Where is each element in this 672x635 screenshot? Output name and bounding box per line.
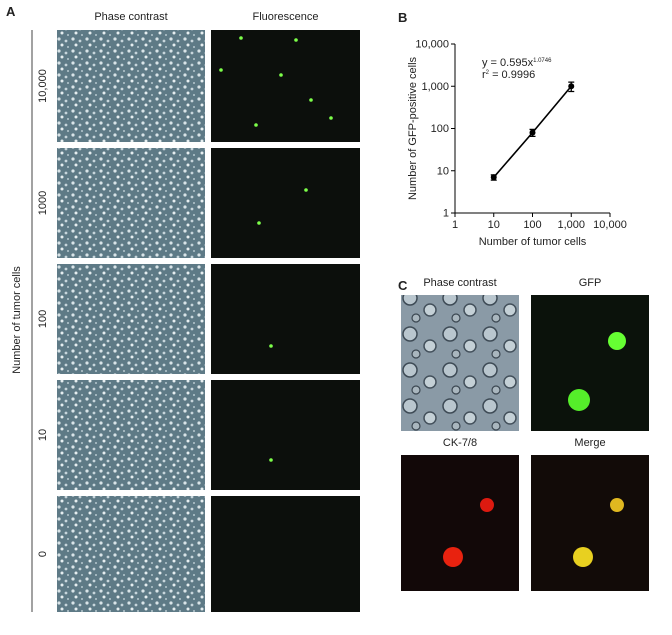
image-title: GFP <box>579 277 602 289</box>
phase-image <box>57 30 205 142</box>
fluorescent-cell <box>269 344 273 348</box>
annotation-part: y = 0.595x <box>482 57 534 69</box>
stained-cell <box>443 547 463 567</box>
x-tick-label: 10 <box>488 219 500 231</box>
fluorescence-image <box>211 496 360 612</box>
phase-image <box>57 264 205 374</box>
stained-cell <box>608 332 626 350</box>
data-point <box>490 174 497 181</box>
micrograph <box>401 455 519 591</box>
data-point <box>568 83 575 90</box>
fluorescent-cell <box>304 188 308 192</box>
y-label: Number of GFP-positive cells <box>407 56 419 200</box>
stained-cell <box>610 498 624 512</box>
image-title: Phase contrast <box>423 277 496 289</box>
micrograph <box>401 295 519 431</box>
image-title: CK-7/8 <box>443 437 477 449</box>
image-title: Merge <box>574 437 605 449</box>
micrograph <box>531 295 649 431</box>
fluorescent-cell <box>257 221 261 225</box>
phase-image <box>57 380 205 490</box>
fluorescent-cell <box>329 116 333 120</box>
row-label: 10,000 <box>37 69 49 103</box>
fluorescent-cell <box>309 98 313 102</box>
x-tick-label: 100 <box>523 219 541 231</box>
column-title: Phase contrast <box>94 11 167 23</box>
fluorescent-cell <box>254 123 258 127</box>
annotation-part: 1.0746 <box>533 58 552 64</box>
y-tick-label: 10 <box>437 165 449 177</box>
panel-label: C <box>398 278 408 293</box>
y-tick-label: 10,000 <box>415 39 449 51</box>
fluorescent-cell <box>269 458 273 462</box>
fluorescence-image <box>211 148 360 258</box>
data-point <box>529 129 536 136</box>
y-tick-label: 1,000 <box>421 81 449 93</box>
y-tick-label: 100 <box>431 123 449 135</box>
row-label: 0 <box>37 551 49 557</box>
fluorescence-image <box>211 380 360 490</box>
column-title: Fluorescence <box>252 11 318 23</box>
fluorescent-cell <box>279 73 283 77</box>
annotation: y = 0.595x1.0746 <box>482 57 552 69</box>
panel-label: A <box>6 4 16 19</box>
x-label: Number of tumor cells <box>479 236 587 248</box>
x-tick-label: 1 <box>452 219 458 231</box>
panel-label: B <box>398 10 407 25</box>
fluorescent-cell <box>239 36 243 40</box>
row-label: 1000 <box>37 191 49 215</box>
y-label: Number of tumor cells <box>11 266 23 374</box>
phase-image <box>57 148 205 258</box>
fluorescent-cell <box>219 68 223 72</box>
stained-cell <box>568 389 590 411</box>
fluorescent-cell <box>294 38 298 42</box>
phase-image <box>57 496 205 612</box>
annotation-part: = 0.9996 <box>489 69 535 81</box>
y-tick-label: 1 <box>443 208 449 220</box>
row-label: 100 <box>37 310 49 328</box>
micrograph <box>531 455 649 591</box>
fluorescence-image <box>211 30 360 142</box>
stained-cell <box>573 547 593 567</box>
annotation: r2 = 0.9996 <box>482 69 535 81</box>
annotation-part: r <box>482 69 486 81</box>
row-label: 10 <box>37 429 49 441</box>
annotation-part: 2 <box>486 70 490 76</box>
stained-cell <box>480 498 494 512</box>
fluorescence-image <box>211 264 360 374</box>
x-tick-label: 1,000 <box>557 219 585 231</box>
x-tick-label: 10,000 <box>593 219 627 231</box>
